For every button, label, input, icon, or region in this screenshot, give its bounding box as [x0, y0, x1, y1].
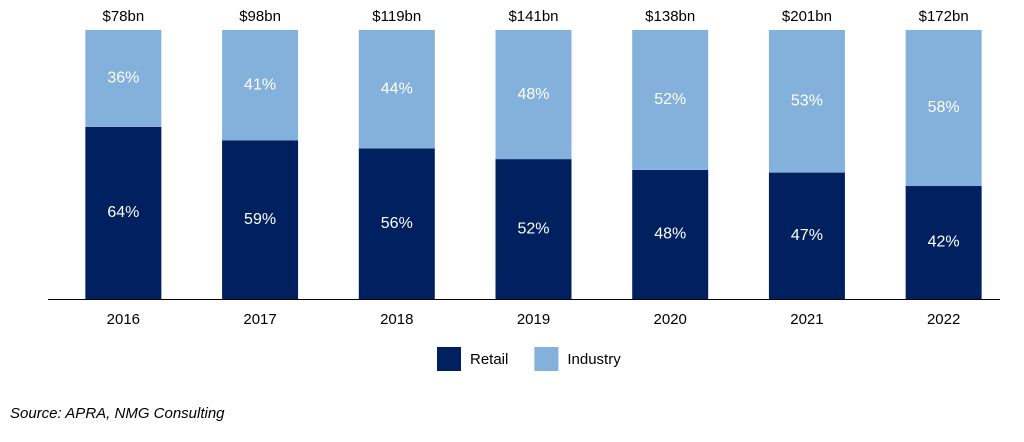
data-label: 44% [381, 80, 413, 97]
bar-segment [905, 30, 982, 187]
data-label: 52% [654, 91, 686, 108]
total-label: $98bn [239, 8, 281, 25]
x-tick-label: 2017 [243, 311, 276, 328]
bar-segment [85, 30, 162, 127]
data-label: 36% [107, 70, 139, 87]
bar-segment [495, 159, 572, 299]
x-tick-label: 2022 [927, 311, 960, 328]
bar-segment [358, 30, 435, 149]
x-tick-label: 2016 [107, 311, 140, 328]
data-label: 64% [107, 204, 139, 221]
data-label: 58% [928, 99, 960, 116]
bar-segment [358, 148, 435, 299]
data-label: 56% [381, 215, 413, 232]
x-tick-label: 2019 [517, 311, 550, 328]
total-label: $78bn [102, 8, 144, 25]
data-label: 53% [791, 93, 823, 110]
data-label: 52% [517, 220, 549, 237]
x-tick-label: 2021 [790, 311, 823, 328]
total-label: $141bn [508, 8, 558, 25]
total-label: $119bn [372, 8, 421, 25]
x-tick-label: 2018 [380, 311, 413, 328]
data-label: 42% [928, 234, 960, 251]
data-label: 59% [244, 211, 276, 228]
legend-swatch [437, 347, 461, 371]
bar-segment [905, 186, 982, 299]
total-label: $201bn [782, 8, 832, 25]
bar-segment [768, 172, 845, 299]
legend-swatch [534, 347, 559, 371]
bar-segment [632, 30, 709, 170]
bar-segment [632, 169, 709, 299]
source-note: Source: APRA, NMG Consulting [10, 405, 225, 422]
bar-segment [768, 30, 845, 173]
total-label: $172bn [919, 8, 969, 25]
bar-segment [222, 30, 299, 141]
total-label: $138bn [645, 8, 695, 25]
x-tick-label: 2020 [654, 311, 687, 328]
data-label: 47% [791, 227, 823, 244]
bar-segment [222, 140, 299, 299]
bar-segment [495, 30, 572, 160]
data-label: 48% [654, 226, 686, 243]
legend-label: Retail [470, 351, 508, 368]
data-label: 41% [244, 76, 276, 93]
bar-segment [85, 126, 162, 299]
legend-label: Industry [567, 351, 621, 368]
data-label: 48% [517, 86, 549, 103]
